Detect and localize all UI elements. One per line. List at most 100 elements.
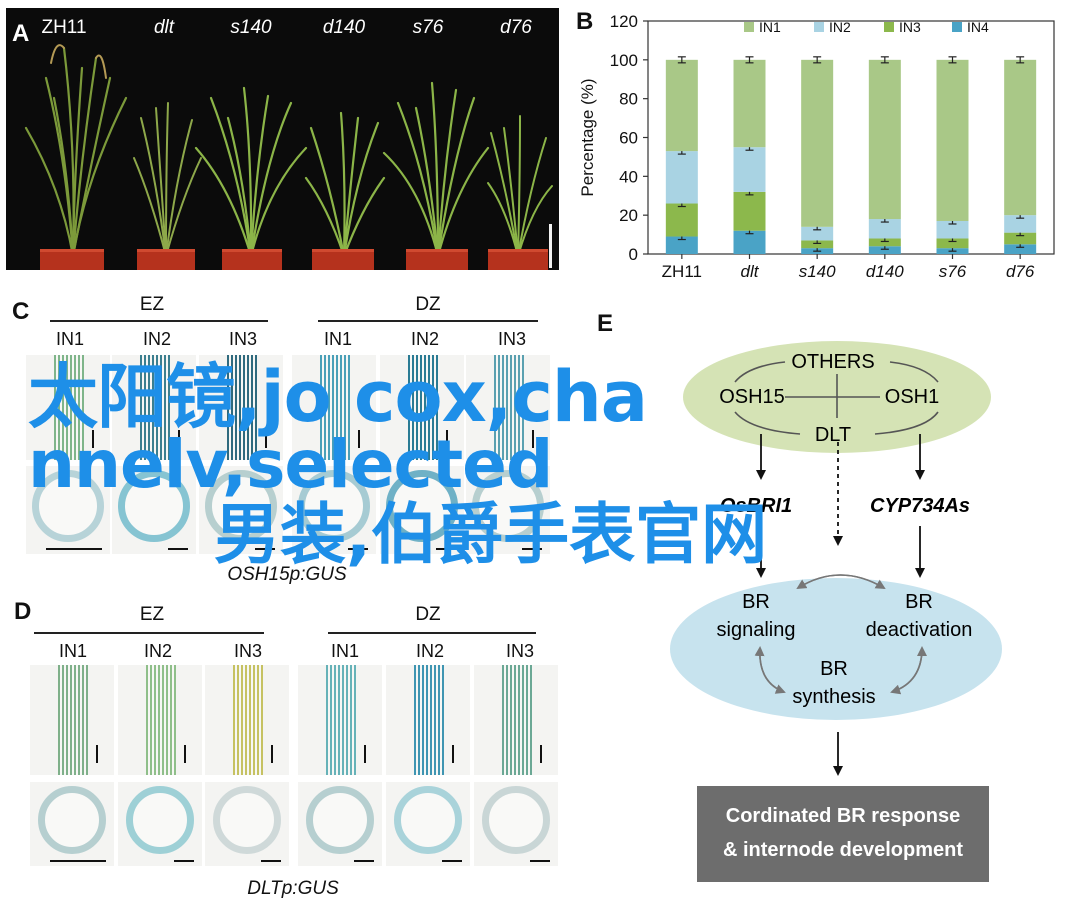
bar-segment-in1	[733, 59, 766, 148]
scale-bar	[348, 548, 368, 550]
bar-segment-in3	[733, 191, 766, 231]
bar-segment-in3	[665, 203, 698, 237]
gene-osbri1: OsBRI1	[720, 495, 792, 517]
bar-segment-in1	[868, 59, 901, 220]
cross-section-image	[474, 782, 558, 866]
node-br-deactivation-1: BR	[905, 591, 933, 613]
group-label-dz: DZ	[415, 294, 441, 315]
bar-segment-in1	[1004, 59, 1037, 216]
stem-ring	[126, 786, 194, 854]
column-label: IN3	[233, 641, 263, 661]
stem-stripe	[494, 355, 524, 460]
pot	[312, 249, 374, 270]
legend-label-in4: IN4	[967, 19, 989, 35]
panel-letter-a: A	[12, 20, 30, 47]
watermark-line-3: 男装,伯爵手表官网	[214, 496, 768, 573]
y-tick-label: 80	[619, 90, 638, 109]
stem-ring	[32, 470, 104, 542]
group-line	[34, 632, 264, 634]
longitudinal-section-image	[466, 355, 550, 460]
scale-bar	[442, 860, 462, 862]
scale-bar	[265, 430, 267, 448]
y-tick-label: 40	[619, 167, 638, 186]
longitudinal-section-image	[199, 355, 283, 460]
bar-segment-in4	[868, 246, 901, 254]
line-label-s140: s140	[230, 17, 272, 38]
node-br-synthesis-1: BR	[820, 658, 848, 680]
scale-bar	[364, 745, 366, 763]
bar-segment-in2	[1004, 215, 1037, 233]
stem-stripe	[146, 665, 176, 775]
stem-ring	[213, 786, 281, 854]
column-label: IN3	[228, 329, 258, 349]
y-tick-label: 100	[610, 51, 638, 70]
br-ellipse	[670, 578, 1002, 720]
bar-segment-in4	[665, 236, 698, 254]
stem-ring	[118, 470, 190, 542]
scale-bar	[174, 860, 194, 862]
line-label-d140: d140	[322, 17, 366, 38]
column-label: IN1	[330, 641, 360, 661]
group-label-ez: EZ	[139, 604, 165, 625]
node-dlt: DLT	[815, 424, 851, 446]
group-label-dz: DZ	[415, 604, 441, 625]
watermark-line-2: nnelv,selected	[28, 426, 553, 503]
scale-bar	[549, 224, 552, 268]
scale-bar	[532, 430, 534, 448]
line-label-d76: d76	[500, 17, 532, 38]
y-tick-label: 20	[619, 206, 638, 225]
watermark-line-1: 太阳镜,jo cox,cha	[28, 356, 648, 438]
scale-bar	[271, 745, 273, 763]
stem-ring	[472, 470, 544, 542]
node-br-signaling-2: signaling	[717, 619, 796, 641]
legend-swatch-in1	[744, 22, 754, 32]
node-others: OTHERS	[791, 351, 874, 373]
pot	[222, 249, 282, 270]
pot	[406, 249, 468, 270]
column-label: IN2	[410, 329, 440, 349]
bar-segment-in2	[665, 151, 698, 204]
bar-segment-in3	[801, 240, 834, 249]
longitudinal-section-image	[292, 355, 376, 460]
plant-shoots	[24, 44, 553, 258]
stem-ring	[482, 786, 550, 854]
cross-section-image	[386, 782, 470, 866]
x-tick-label: ZH11	[662, 262, 702, 281]
scale-bar	[255, 548, 275, 550]
x-tick-label: dlt	[741, 262, 760, 281]
caption-c: OSH15p:GUS	[227, 564, 347, 585]
scale-bar	[530, 860, 550, 862]
plot-frame	[647, 20, 1055, 255]
cross-section-image	[380, 466, 464, 554]
bar-segment-in3	[1004, 232, 1037, 245]
bar-segment-in3	[936, 238, 969, 249]
longitudinal-section-image	[205, 665, 289, 775]
line-label-s76: s76	[412, 17, 444, 38]
cross-section-image	[205, 782, 289, 866]
scale-bar	[522, 548, 542, 550]
stacked-bar-chart: 0 20 40 60 80 100 120 Percentage (%) ZH11 dlt s140…	[578, 12, 1055, 281]
plant-photo: ZH11 dlt s140 d140 s76 d76	[6, 8, 559, 270]
panel-letter-b: B	[576, 8, 594, 35]
x-tick-label: s140	[799, 262, 836, 281]
output-box: Cordinated BR response & internode devel…	[697, 786, 989, 882]
stem-ring	[394, 786, 462, 854]
panel-letter-e: E	[597, 310, 614, 337]
legend-swatch-in2	[814, 22, 824, 32]
y-tick-label: 120	[610, 12, 638, 31]
stem-stripe	[414, 665, 444, 775]
scale-bar	[178, 430, 180, 448]
stem-stripe	[320, 355, 350, 460]
longitudinal-section-image	[380, 355, 464, 460]
scale-bar	[46, 548, 102, 550]
cross-section-image	[199, 466, 283, 554]
scale-bar	[92, 430, 94, 448]
scale-bar	[436, 548, 456, 550]
group-line	[328, 632, 536, 634]
x-tick-label: d140	[866, 262, 904, 281]
longitudinal-section-image	[386, 665, 470, 775]
bar-segment-in1	[936, 59, 969, 221]
bar-segment-in2	[868, 219, 901, 239]
longitudinal-section-image	[474, 665, 558, 775]
bar-segment-in2	[936, 220, 969, 239]
